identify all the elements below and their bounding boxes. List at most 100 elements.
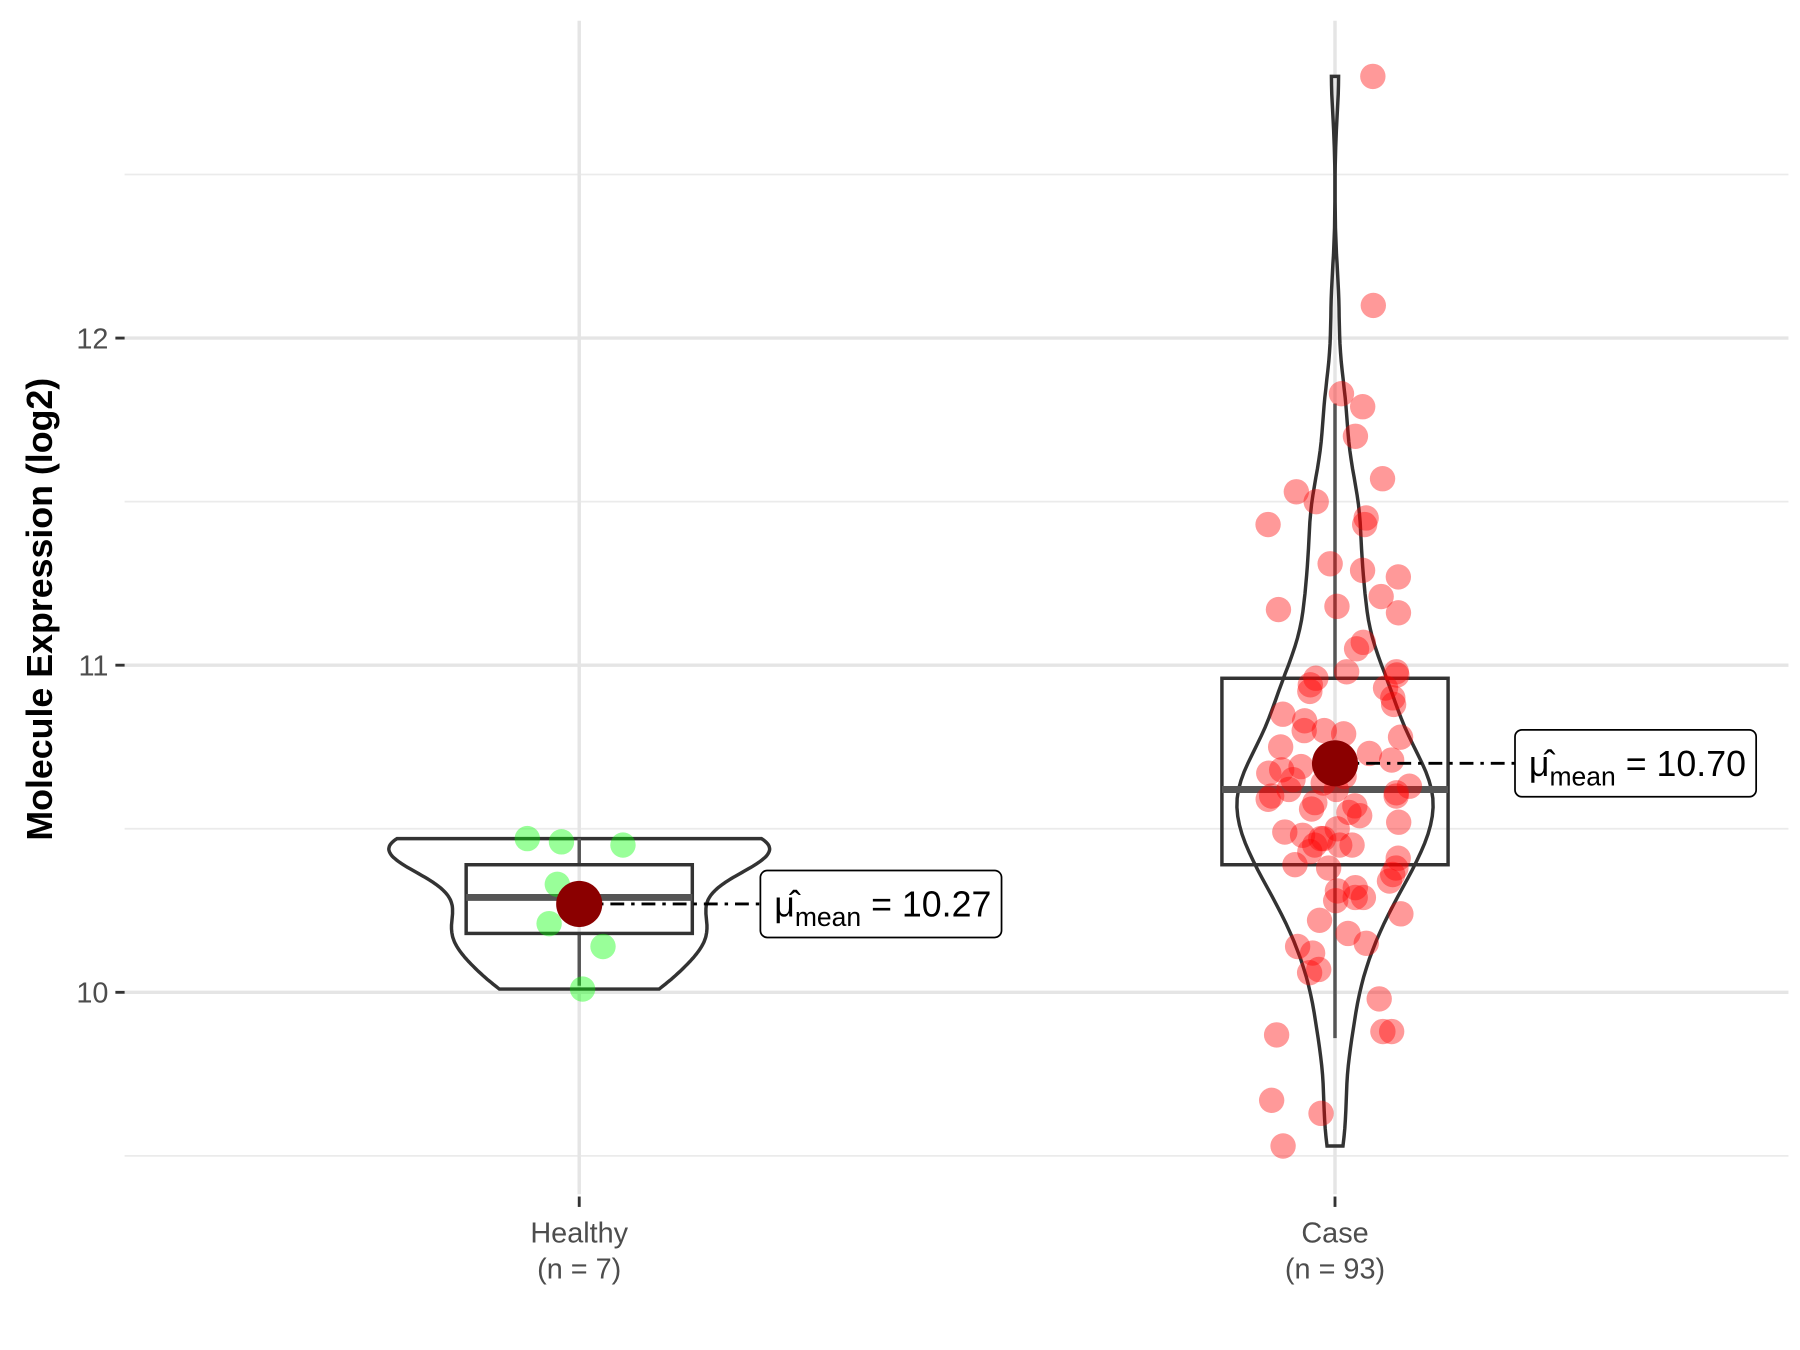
data-point	[1311, 717, 1337, 744]
data-point	[1324, 593, 1350, 620]
y-tick-label: 12	[76, 323, 108, 355]
mean-label-box	[759, 869, 1003, 939]
data-point	[1383, 659, 1409, 685]
data-point	[1276, 776, 1302, 803]
data-point	[1270, 1133, 1296, 1159]
data-point	[1368, 583, 1394, 610]
groups: μ̂mean = 10.27 μ̂mean = 10.70	[387, 63, 1758, 1159]
data-point	[1351, 511, 1378, 538]
data-point	[1256, 760, 1282, 786]
data-point	[1378, 747, 1405, 773]
data-point	[1310, 825, 1337, 852]
data-point	[1324, 878, 1351, 904]
data-point	[1370, 1018, 1396, 1045]
data-point	[1350, 394, 1376, 420]
gridlines	[124, 20, 1789, 1195]
data-point	[1283, 479, 1310, 505]
data-point	[1272, 819, 1298, 845]
data-point	[569, 976, 596, 1002]
data-point	[1383, 783, 1409, 809]
data-point	[1289, 822, 1316, 848]
data-point	[1376, 868, 1403, 894]
data-point	[1342, 874, 1368, 901]
data-point	[1333, 659, 1360, 685]
data-point	[610, 832, 636, 858]
data-point	[1336, 799, 1362, 826]
data-point	[1384, 662, 1410, 688]
data-point	[1284, 933, 1311, 960]
data-point	[1342, 423, 1369, 449]
data-point	[1369, 466, 1396, 492]
data-point	[1306, 907, 1333, 933]
data-point	[1297, 672, 1323, 698]
violin-shape	[387, 836, 772, 991]
data-point	[1396, 773, 1423, 799]
data-point	[1327, 832, 1353, 858]
mean-subscript: mean	[795, 902, 861, 932]
data-point	[1288, 753, 1314, 780]
mean-point	[556, 880, 603, 928]
group-case: μ̂mean = 10.70	[1220, 63, 1758, 1159]
data-point	[1324, 816, 1350, 842]
data-point	[1270, 701, 1296, 727]
data-point	[1385, 845, 1411, 871]
x-tick-label: Case	[1301, 1218, 1368, 1250]
data-point	[1298, 796, 1325, 822]
data-point	[1350, 629, 1376, 656]
mean-subscript: mean	[1549, 761, 1615, 791]
y-tick-label: 11	[79, 651, 109, 683]
data-point	[1347, 802, 1373, 829]
data-point	[1372, 675, 1399, 701]
data-point	[1360, 292, 1386, 319]
data-point	[1303, 489, 1329, 515]
data-point	[1255, 511, 1281, 538]
data-point	[1299, 940, 1326, 966]
data-point	[1258, 1087, 1285, 1113]
data-point	[548, 829, 575, 855]
group-healthy: μ̂mean = 10.27	[387, 825, 1003, 1002]
mean-point	[1311, 740, 1359, 787]
data-point	[1385, 600, 1412, 626]
data-point	[1349, 557, 1376, 584]
data-point	[1255, 786, 1281, 812]
mean-label: μ̂mean = 10.27	[774, 885, 991, 932]
data-point	[1328, 381, 1355, 407]
data-point	[1267, 734, 1294, 760]
data-point	[1258, 783, 1285, 809]
data-point	[1380, 685, 1406, 711]
data-point	[1342, 793, 1368, 819]
mean-label-box	[1514, 728, 1758, 798]
data-point	[1315, 855, 1342, 881]
data-point	[1308, 825, 1334, 852]
box	[1220, 676, 1450, 867]
data-point	[1342, 884, 1368, 911]
data-point	[1353, 930, 1379, 956]
data-point	[1296, 960, 1323, 986]
data-point	[1360, 63, 1386, 90]
data-point	[1291, 717, 1317, 744]
data-point	[1383, 855, 1409, 881]
data-point	[1303, 665, 1329, 691]
data-point	[1308, 1100, 1334, 1127]
data-point	[1383, 780, 1410, 806]
data-point	[1353, 505, 1379, 531]
x-tick-sample-size: (n = 93)	[1285, 1253, 1385, 1285]
x-tick-sample-size: (n = 7)	[537, 1253, 621, 1285]
data-point	[1282, 852, 1308, 878]
data-point	[1385, 564, 1412, 590]
data-point	[1330, 721, 1357, 747]
data-point	[1297, 838, 1323, 865]
data-point	[1343, 636, 1370, 662]
data-point	[1378, 1018, 1405, 1045]
data-point	[590, 933, 616, 960]
data-point	[1302, 789, 1328, 816]
data-point	[1387, 724, 1414, 750]
data-point	[1265, 596, 1292, 623]
data-point	[514, 825, 540, 852]
data-point	[1350, 884, 1377, 911]
data-point	[1291, 708, 1318, 734]
axes: 10 11 12 Healthy(n = 7) Case(n = 93)	[76, 323, 1385, 1285]
data-point	[1366, 986, 1392, 1012]
data-point	[536, 910, 562, 937]
